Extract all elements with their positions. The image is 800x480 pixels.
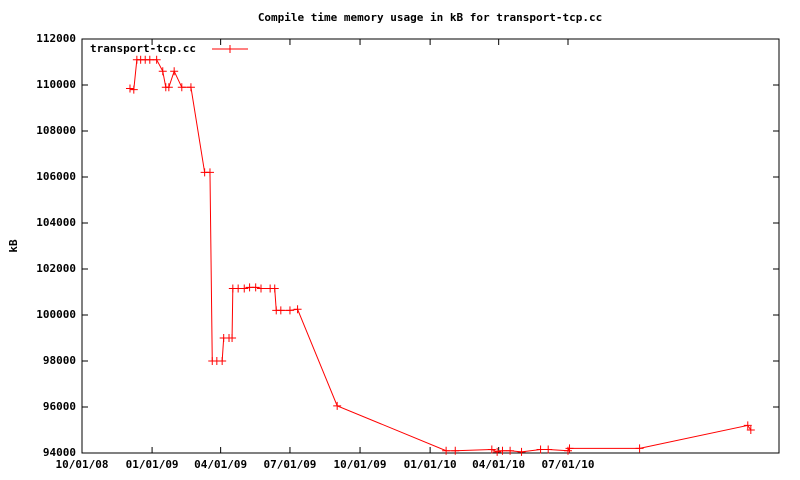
y-tick-label: 102000 bbox=[36, 262, 76, 275]
point-marker bbox=[251, 283, 260, 292]
point-marker bbox=[205, 168, 214, 177]
x-tick-label: 07/01/10 bbox=[542, 458, 595, 471]
point-marker bbox=[240, 284, 249, 293]
point-marker bbox=[164, 83, 173, 92]
point-marker bbox=[333, 401, 342, 410]
point-marker bbox=[451, 446, 460, 455]
y-axis-label: kB bbox=[7, 239, 20, 253]
point-marker bbox=[170, 67, 179, 76]
point-marker bbox=[544, 445, 553, 454]
point-marker bbox=[293, 305, 302, 314]
y-tick-label: 96000 bbox=[43, 400, 76, 413]
y-tick-label: 100000 bbox=[36, 308, 76, 321]
point-marker bbox=[743, 421, 752, 430]
point-marker bbox=[517, 447, 526, 456]
point-marker bbox=[746, 426, 755, 434]
point-marker bbox=[487, 445, 496, 454]
y-tick-label: 98000 bbox=[43, 354, 76, 367]
point-marker bbox=[152, 55, 161, 64]
chart-title: Compile time memory usage in kB for tran… bbox=[258, 11, 602, 24]
point-marker bbox=[635, 444, 644, 453]
point-marker bbox=[506, 446, 515, 455]
y-tick-label: 110000 bbox=[36, 78, 76, 91]
legend-marker bbox=[226, 45, 234, 53]
x-tick-label: 01/01/09 bbox=[126, 458, 179, 471]
point-marker bbox=[565, 444, 574, 453]
point-marker bbox=[270, 284, 279, 293]
y-tick-label: 112000 bbox=[36, 32, 76, 45]
y-tick-label: 104000 bbox=[36, 216, 76, 229]
x-tick-label: 10/01/09 bbox=[334, 458, 387, 471]
point-marker bbox=[186, 83, 195, 92]
legend-label: transport-tcp.cc bbox=[90, 42, 196, 55]
point-marker bbox=[125, 84, 134, 93]
point-marker bbox=[536, 445, 545, 454]
point-marker bbox=[158, 67, 167, 76]
x-tick-label: 04/01/09 bbox=[194, 458, 247, 471]
point-marker bbox=[276, 306, 285, 315]
point-marker bbox=[129, 85, 138, 94]
point-marker bbox=[228, 334, 237, 342]
point-marker bbox=[498, 446, 507, 455]
series-line bbox=[129, 59, 752, 453]
y-tick-label: 108000 bbox=[36, 124, 76, 137]
point-marker bbox=[285, 306, 294, 315]
point-marker bbox=[442, 446, 451, 455]
x-tick-label: 10/01/08 bbox=[56, 458, 109, 471]
x-tick-label: 01/01/10 bbox=[404, 458, 457, 471]
x-tick-label: 07/01/09 bbox=[263, 458, 316, 471]
plot-frame bbox=[81, 38, 780, 454]
point-marker bbox=[145, 55, 154, 64]
point-marker bbox=[177, 83, 186, 92]
x-tick-label: 04/01/10 bbox=[472, 458, 525, 471]
point-marker bbox=[257, 284, 266, 293]
y-tick-label: 94000 bbox=[43, 446, 76, 459]
point-marker bbox=[493, 447, 502, 456]
point-marker bbox=[218, 357, 227, 365]
y-tick-label: 106000 bbox=[36, 170, 76, 183]
